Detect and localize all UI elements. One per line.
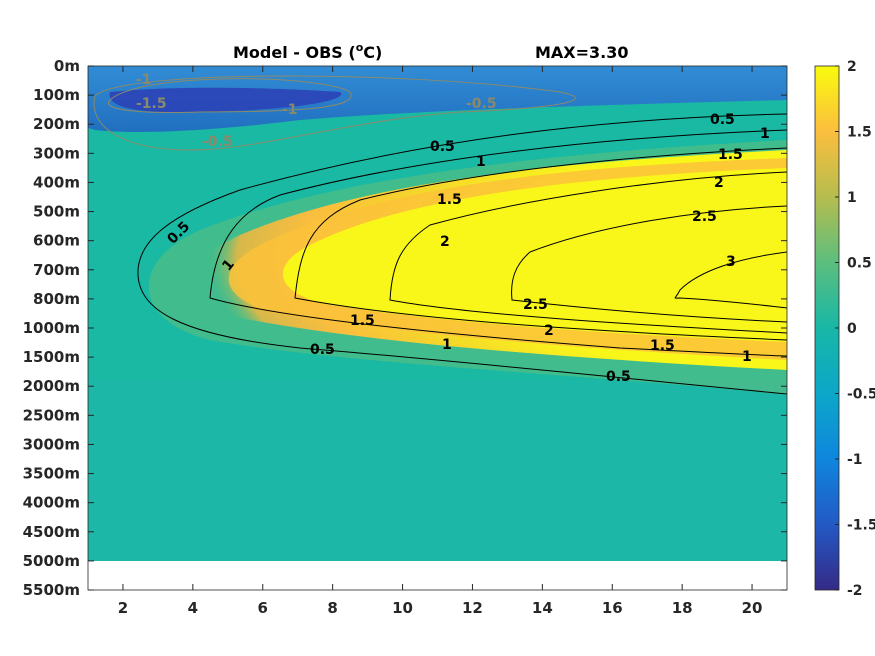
title-superscript: o <box>356 41 364 54</box>
contour-label-minus-0.5-a: -0.5 <box>466 96 497 112</box>
max-label: MAX=3.30 <box>535 43 629 62</box>
contour-label-1.5-a: 1.5 <box>718 147 743 163</box>
x-tick-label: 8 <box>327 599 337 617</box>
y-tick-label: 700m <box>33 261 80 279</box>
x-axis: 2 4 6 8 10 12 14 16 18 20 <box>118 66 763 617</box>
colorbar-tick-label: 0 <box>847 321 857 337</box>
y-tick-label: 5000m <box>23 552 80 570</box>
x-tick-label: 10 <box>392 599 413 617</box>
contour-3 <box>674 251 787 309</box>
contour-label-minus-1-a: -1 <box>136 72 152 88</box>
contour-label-2-a: 2 <box>714 175 724 191</box>
contour-label-minus-1.5: -1.5 <box>136 96 167 112</box>
x-tick-label: 16 <box>602 599 623 617</box>
y-tick-label: 4000m <box>23 494 80 512</box>
y-tick-label: 2500m <box>23 406 80 424</box>
colorbar-tick-label: 1.5 <box>847 125 872 141</box>
contour-label-0.5-b: 0.5 <box>430 139 455 155</box>
contour-label-1-d: 1 <box>442 337 452 353</box>
negative-contours <box>93 75 576 151</box>
mid-depth-field <box>88 380 787 561</box>
title-left: Model - OBS ( <box>233 43 356 62</box>
x-tick-label: 12 <box>462 599 483 617</box>
contour-label-2-b: 2 <box>440 234 450 250</box>
y-tick-label: 5500m <box>23 581 80 599</box>
contour-0.5 <box>137 113 787 395</box>
cold-core <box>109 87 342 113</box>
contour-label-minus-1-b: -1 <box>282 102 298 118</box>
y-tick-label: 3000m <box>23 435 80 453</box>
plot-area <box>88 66 787 561</box>
colorbar-tick-label: -2 <box>847 583 863 599</box>
colorbar-tick-label: -1 <box>847 452 863 468</box>
contour-label-1.5-b: 1.5 <box>437 192 462 208</box>
x-tick-label: 6 <box>258 599 268 617</box>
contour-2.5 <box>511 205 787 323</box>
y-tick-label: 500m <box>33 203 80 221</box>
x-tick-label: 2 <box>118 599 128 617</box>
contour-minus-0.5 <box>93 75 576 151</box>
title-right: C) <box>363 43 382 62</box>
no-data-region <box>88 561 787 590</box>
contour-1 <box>209 129 787 357</box>
colorbar-tick-label: 1 <box>847 190 857 206</box>
y-tick-label: 3500m <box>23 465 80 483</box>
chart-title: Model - OBS (oC) <box>233 41 382 62</box>
colorbar-tick-label: -1.5 <box>847 518 875 534</box>
contour-label-2.5-b: 2.5 <box>523 297 548 313</box>
colorbar-tick-label: 2 <box>847 59 857 75</box>
y-tick-label: 1000m <box>23 319 80 337</box>
contour-label-3: 3 <box>726 254 736 270</box>
contour-label-1.5-c: 1.5 <box>650 338 675 354</box>
contour-minus-1 <box>107 78 352 113</box>
contour-label-0.5-a: 0.5 <box>710 112 735 128</box>
y-tick-label: 200m <box>33 115 80 133</box>
y-tick-label: 0m <box>54 57 80 75</box>
contour-label-0.5-c: 0.5 <box>606 369 631 385</box>
contour-label-1-a: 1 <box>760 126 770 142</box>
x-tick-label: 4 <box>188 599 198 617</box>
colorbar-tick-label: -0.5 <box>847 387 875 403</box>
y-axis: 0m 100m 200m 300m 400m 500m 600m 700m 800m 1000m 1… <box>23 57 787 599</box>
warm-yellow-core <box>282 168 787 342</box>
y-tick-label: 400m <box>33 173 80 191</box>
y-tick-label: 4500m <box>23 523 80 541</box>
y-tick-label: 2000m <box>23 377 80 395</box>
colorbar-tick-label: 0.5 <box>847 256 872 272</box>
contour-label-2-d: 2 <box>544 323 554 339</box>
contour-label-1-c: 1 <box>742 349 752 365</box>
x-tick-label: 18 <box>672 599 693 617</box>
y-tick-label: 100m <box>33 86 80 104</box>
contour-label-minus-0.5-b: -0.5 <box>202 134 233 150</box>
x-tick-label: 20 <box>742 599 763 617</box>
contour-label-1-b: 1 <box>476 154 486 170</box>
contour-2 <box>389 171 787 334</box>
cold-surface-band <box>88 66 787 132</box>
x-tick-label: 14 <box>532 599 553 617</box>
y-tick-label: 800m <box>33 290 80 308</box>
contour-1.5 <box>294 147 787 341</box>
positive-contours <box>137 113 787 395</box>
y-tick-label: 300m <box>33 144 80 162</box>
colorbar-axis: 2 1.5 1 0.5 0 -0.5 -1 -1.5 -2 <box>835 59 875 599</box>
contour-label-1.5-d: 1.5 <box>350 313 375 329</box>
y-tick-label: 600m <box>33 232 80 250</box>
contour-label-2.5-a: 2.5 <box>692 209 717 225</box>
contour-label-0.5-d: 0.5 <box>310 342 335 358</box>
y-tick-label: 1500m <box>23 348 80 366</box>
